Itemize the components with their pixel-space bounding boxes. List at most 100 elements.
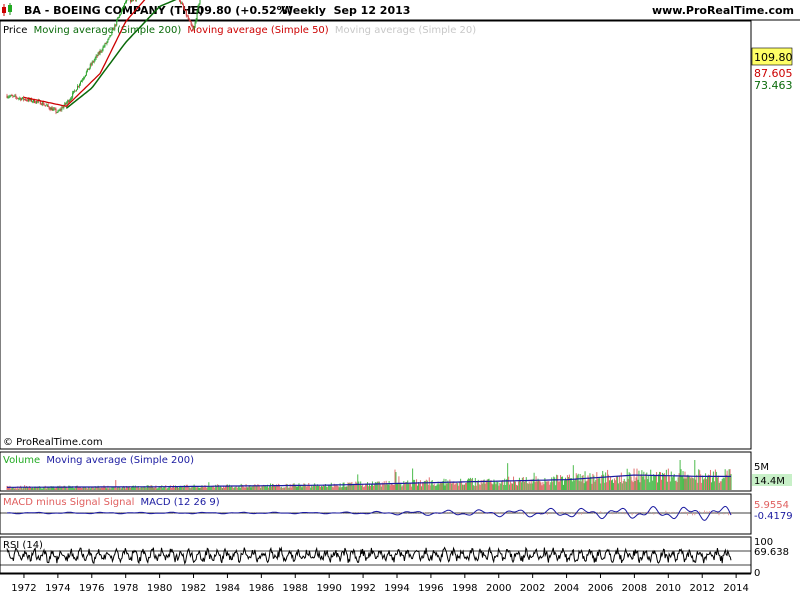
price-candle (113, 27, 115, 30)
price-candle (26, 99, 28, 102)
volume-bar (575, 473, 577, 490)
macd-hist-bar (648, 510, 650, 513)
volume-bar (296, 486, 298, 490)
price-candle (84, 74, 86, 78)
x-tick: 1982 (181, 574, 206, 594)
volume-bar (435, 485, 437, 490)
volume-bar (270, 483, 272, 490)
price-panel: Price Moving average (Simple 200) Moving… (0, 0, 752, 450)
volume-bar (231, 486, 233, 490)
volume-bar (277, 483, 279, 490)
volume-bar (693, 478, 695, 490)
volume-bar (469, 477, 471, 490)
svg-text:2014: 2014 (723, 583, 748, 594)
period-date: Weekly Sep 12 2013 (281, 4, 410, 17)
rsi-panel: RSI (14) 100 69.638 0 (0, 536, 792, 579)
volume-bar (59, 485, 61, 490)
volume-bar (539, 481, 541, 490)
volume-bar (580, 481, 582, 490)
volume-bar (528, 481, 530, 490)
volume-bar (495, 484, 497, 490)
volume-bar (625, 481, 627, 490)
volume-bar (413, 479, 415, 490)
volume-bar (205, 485, 207, 490)
x-tick: 1986 (249, 574, 274, 594)
macd-hist-bar (692, 513, 693, 516)
volume-bar (664, 474, 666, 490)
volume-bar (610, 476, 612, 490)
volume-bar (122, 486, 124, 490)
volume-bar (543, 484, 545, 490)
volume-bar (341, 486, 343, 490)
price-candle (134, 0, 136, 2)
volume-bar (561, 476, 563, 490)
volume-bar (485, 481, 487, 490)
volume-bar (128, 486, 130, 490)
volume-bar (419, 480, 421, 490)
volume-bar (119, 486, 121, 490)
volume-bar (699, 470, 701, 490)
volume-bar (138, 487, 140, 490)
volume-bar (671, 477, 673, 490)
volume-bar (332, 487, 334, 490)
volume-bar (584, 471, 586, 490)
volume-bar (554, 477, 556, 490)
price-candle (185, 9, 187, 18)
volume-bar (415, 483, 417, 490)
volume-bar (9, 485, 11, 490)
macd-hist-bar (532, 511, 534, 513)
price-candle (92, 60, 94, 63)
macd-hist-bar (566, 513, 568, 515)
price-candle (114, 23, 116, 32)
volume-bar (511, 483, 513, 490)
volume-bar (215, 484, 217, 490)
volume-bar (120, 488, 122, 490)
price-candle (7, 95, 9, 99)
volume-bar (478, 484, 480, 490)
volume-bar (624, 481, 626, 490)
volume-bar (365, 483, 367, 490)
volume-bar (172, 487, 174, 490)
volume-bar (254, 484, 256, 490)
volume-bar (367, 482, 369, 490)
volume-bar (43, 486, 45, 490)
volume-bar (184, 486, 186, 490)
volume-bar (463, 484, 465, 490)
volume-bar (179, 485, 181, 490)
volume-bar (466, 482, 468, 490)
website-link[interactable]: www.ProRealTime.com (652, 4, 794, 17)
volume-bar (730, 474, 732, 490)
volume-bar (563, 484, 565, 490)
volume-bar (114, 487, 116, 490)
macd-hist-bar (554, 511, 556, 513)
volume-bar (147, 485, 149, 490)
volume-bar (631, 480, 633, 490)
volume-bar (390, 483, 392, 490)
price-candle (194, 21, 196, 29)
volume-bar (224, 487, 226, 490)
volume-bar (540, 482, 542, 490)
volume-bar (73, 488, 75, 490)
volume-bar (226, 484, 228, 490)
volume-bar (721, 478, 723, 490)
volume-bar (548, 481, 550, 490)
macd-hist-bar (518, 512, 520, 513)
volume-bar (364, 486, 366, 490)
macd-hist-bar (424, 512, 425, 513)
price-candle (135, 0, 137, 2)
volume-bar (523, 481, 525, 490)
volume-bar (694, 460, 696, 490)
volume-bar (192, 485, 194, 490)
volume-bar (253, 485, 255, 490)
x-tick: 1998 (452, 574, 478, 594)
volume-bar (32, 488, 34, 490)
volume-bar (444, 485, 446, 490)
volume-bar (465, 483, 467, 490)
volume-bar (720, 481, 722, 490)
volume-bar (713, 481, 715, 490)
price-candle (118, 16, 120, 19)
volume-bar (648, 475, 650, 490)
price-candle (122, 6, 124, 12)
svg-text:1984: 1984 (215, 583, 240, 594)
volume-bar (304, 483, 306, 490)
